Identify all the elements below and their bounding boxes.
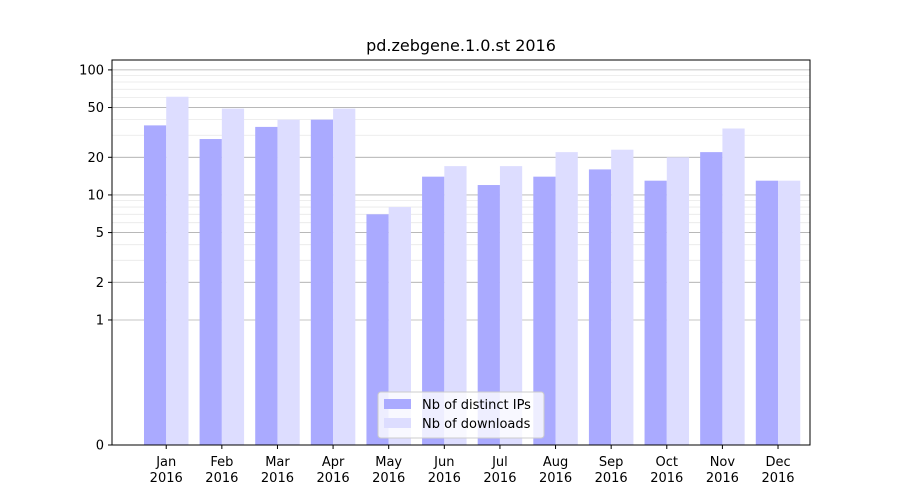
bar-downloads [778, 180, 801, 445]
bar-downloads [722, 128, 745, 445]
bar-distinct-ips [422, 176, 445, 445]
plot-frame [111, 59, 811, 446]
bar-distinct-ips [644, 180, 667, 445]
bar-distinct-ips [588, 169, 612, 445]
x-tick-label-year: 2016 [539, 471, 572, 486]
x-axis: Jan2016Feb2016Mar2016Apr2016May2016Jun20… [150, 445, 795, 486]
x-tick-label-year: 2016 [205, 471, 238, 486]
legend-label: Nb of downloads [422, 417, 531, 432]
x-tick-label-month: Feb [210, 455, 233, 470]
bar-downloads [444, 166, 467, 445]
x-tick-label-month: Nov [710, 455, 736, 470]
bar-downloads [277, 119, 300, 446]
bar-downloads [388, 207, 411, 445]
x-tick-label-month: Jul [491, 455, 508, 470]
y-tick-label: 50 [87, 101, 104, 116]
y-axis: 0 1 2 5 10 20 50 100 [79, 63, 112, 454]
x-tick-label-year: 2016 [261, 471, 294, 486]
y-tick-label: 20 [87, 151, 104, 166]
bars [143, 96, 801, 446]
x-tick-label-month: Oct [656, 455, 678, 470]
x-tick-label-month: Mar [265, 455, 290, 470]
chart-title: pd.zebgene.1.0.st 2016 [366, 36, 556, 55]
y-tick-label: 1 [96, 313, 104, 328]
bar-downloads [666, 157, 690, 445]
legend-label: Nb of distinct IPs [422, 398, 531, 413]
x-tick-label-month: Jan [155, 455, 176, 470]
bar-downloads [333, 108, 356, 445]
x-tick-label-year: 2016 [372, 471, 405, 486]
y-tick-label: 5 [96, 226, 104, 241]
y-tick-label: 2 [96, 276, 104, 291]
y-tick-label: 0 [96, 439, 104, 454]
bar-distinct-ips [700, 152, 723, 445]
x-tick-label-month: Sep [599, 455, 624, 470]
x-tick-label-year: 2016 [706, 471, 739, 486]
bar-distinct-ips [366, 214, 389, 445]
bar-distinct-ips [255, 126, 278, 446]
x-tick-label-year: 2016 [650, 471, 683, 486]
legend-box [377, 391, 545, 439]
bar-downloads [555, 152, 578, 445]
x-tick-label-month: May [375, 455, 402, 470]
bar-distinct-ips [199, 139, 222, 445]
x-tick-label-year: 2016 [761, 471, 794, 486]
y-tick-label: 100 [79, 63, 104, 78]
bar-distinct-ips [143, 125, 167, 445]
bar-downloads [611, 149, 634, 446]
bar-distinct-ips [533, 176, 556, 445]
bar-downloads [166, 96, 189, 445]
bar-distinct-ips [755, 180, 779, 445]
x-tick-label-year: 2016 [483, 471, 516, 486]
x-tick-label-month: Apr [322, 455, 345, 470]
bar-downloads [221, 108, 245, 445]
x-tick-label-month: Jun [433, 455, 454, 470]
bar-downloads [499, 166, 523, 445]
x-tick-label-year: 2016 [595, 471, 628, 486]
y-tick-label: 10 [87, 188, 104, 203]
bar-distinct-ips [477, 185, 500, 445]
legend-swatch [384, 399, 411, 409]
x-tick-label-year: 2016 [317, 471, 350, 486]
x-tick-label-month: Dec [765, 455, 790, 470]
bar-distinct-ips [310, 119, 334, 446]
legend: Nb of distinct IPs Nb of downloads [377, 391, 545, 439]
x-tick-label-month: Aug [543, 455, 568, 470]
x-tick-label-year: 2016 [428, 471, 461, 486]
x-tick-label-year: 2016 [150, 471, 183, 486]
legend-swatch [384, 418, 411, 428]
